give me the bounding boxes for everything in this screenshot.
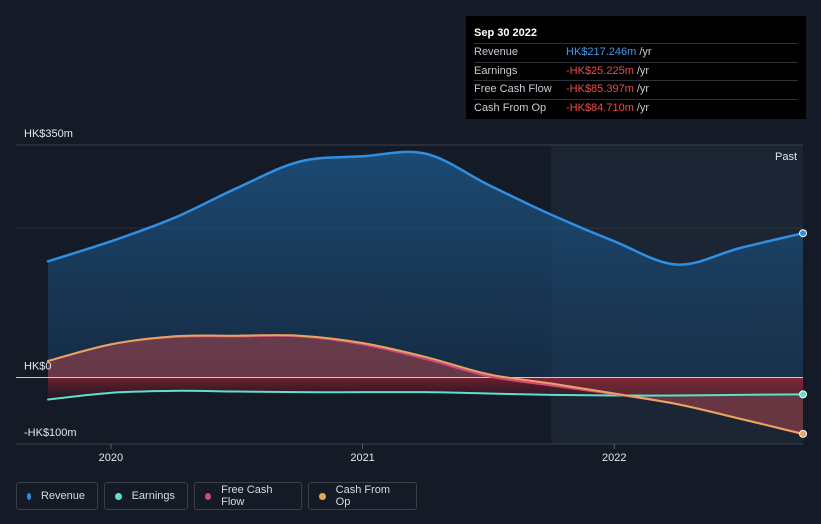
tooltip-value: -HK$85.397m <box>566 83 634 95</box>
free-cash-flow-area <box>48 335 803 435</box>
legend-item-earnings[interactable]: Earnings <box>104 482 188 510</box>
legend-label: Earnings <box>131 490 175 502</box>
tooltip-value: -HK$84.710m <box>566 101 634 114</box>
tooltip-date: Sep 30 2022 <box>474 27 537 39</box>
x-tick-label: 2020 <box>99 452 123 464</box>
y-tick-label: -HK$100m <box>24 427 77 439</box>
legend-label: Free Cash Flow <box>221 484 273 508</box>
tooltip-value: HK$217.246m <box>566 46 637 58</box>
tooltip-label: Cash From Op <box>474 101 547 114</box>
tooltip-value: -HK$25.225m <box>566 64 634 77</box>
cash-from-op-area <box>48 335 803 434</box>
y-tick-label: HK$0 <box>24 361 52 373</box>
tooltip-panel: Sep 30 2022 Revenue HK$217.246m /yr Earn… <box>466 16 806 119</box>
earnings-line <box>47 389 804 401</box>
legend: Revenue Earnings Free Cash Flow Cash Fro… <box>16 482 423 510</box>
revenue-endpoint <box>799 229 807 238</box>
legend-item-cash-from-op[interactable]: Cash From Op <box>308 482 417 510</box>
revenue-dot-icon <box>27 492 31 500</box>
tooltip-row-earnings: Earnings -HK$25.225m /yr <box>474 61 798 81</box>
tooltip-row-revenue: Revenue HK$217.246m /yr <box>474 43 798 62</box>
cash-from-op-dot-icon <box>319 492 326 500</box>
cash-from-op-endpoint <box>799 429 807 438</box>
y-tick-label: HK$350m <box>24 128 73 140</box>
earnings-dot-icon <box>115 492 122 500</box>
legend-label: Cash From Op <box>335 484 391 508</box>
cash-from-op-line <box>47 334 804 435</box>
tooltip-unit: /yr <box>639 46 652 58</box>
revenue-area <box>48 151 803 378</box>
legend-label: Revenue <box>40 490 85 502</box>
tooltip-unit: /yr <box>636 101 650 114</box>
tooltip-unit: /yr <box>636 83 650 95</box>
tooltip-unit: /yr <box>636 64 650 77</box>
tooltip-label: Free Cash Flow <box>474 83 552 95</box>
free-cash-flow-dot-icon <box>205 492 212 500</box>
x-tick-label: 2022 <box>602 452 626 464</box>
revenue-line <box>46 150 805 266</box>
legend-item-revenue[interactable]: Revenue <box>16 482 98 510</box>
x-tick-label: 2021 <box>350 452 374 464</box>
legend-item-free-cash-flow[interactable]: Free Cash Flow <box>194 482 302 510</box>
tooltip-row-free-cash-flow: Free Cash Flow -HK$85.397m /yr <box>474 80 798 99</box>
tooltip-label: Earnings <box>474 64 518 77</box>
tooltip-row-cash-from-op: Cash From Op -HK$84.710m /yr <box>474 98 798 118</box>
past-label: Past <box>775 151 797 163</box>
earnings-endpoint <box>799 390 807 399</box>
tooltip-label: Revenue <box>474 46 519 58</box>
